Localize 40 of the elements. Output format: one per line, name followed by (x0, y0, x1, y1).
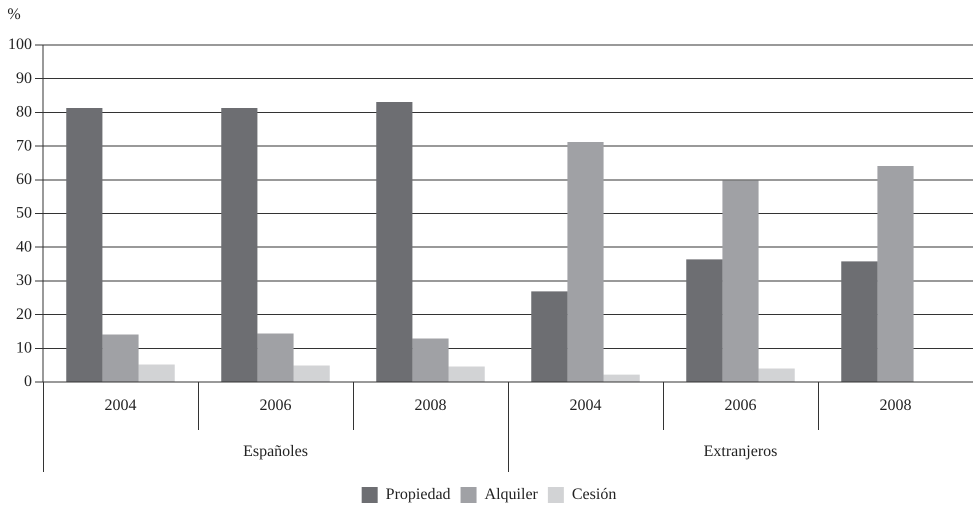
y-tick-label: 0 (24, 373, 32, 390)
bar (66, 108, 102, 382)
legend-label: Cesión (572, 486, 616, 504)
legend-label: Propiedad (386, 486, 451, 504)
bar (102, 334, 139, 382)
bar (221, 108, 258, 382)
y-tick-label: 50 (16, 204, 32, 222)
y-tick-label: 20 (16, 306, 32, 323)
bar (841, 261, 878, 382)
x-tick-label: 2006 (260, 396, 292, 414)
bar (448, 366, 485, 382)
text: Españoles (243, 443, 308, 460)
x-tick-label: 2004 (570, 396, 602, 414)
y-axis-title: % (7, 6, 21, 24)
x-tick-label: 2006 (724, 396, 756, 414)
bar (294, 365, 330, 382)
bar (138, 364, 175, 382)
y-tick-label: 100 (8, 36, 32, 54)
y-tick-label: 60 (16, 171, 32, 188)
bar (877, 166, 914, 382)
bar (758, 368, 795, 382)
bar (531, 291, 568, 382)
y-tick-label: 40 (16, 238, 32, 256)
bar (376, 102, 412, 382)
y-tick-label: 70 (16, 137, 32, 154)
legend-label: Alquiler (484, 486, 539, 504)
x-tick-label: 2008 (880, 396, 912, 414)
bar (686, 259, 722, 382)
x-tick-label: 2004 (104, 396, 136, 414)
bar (722, 180, 759, 382)
y-tick-label: 90 (16, 70, 32, 87)
y-tick-label: 10 (16, 340, 32, 357)
bar (604, 374, 640, 382)
x-tick-label: 2008 (414, 396, 446, 414)
text: Extranjeros (704, 443, 778, 460)
bar (412, 338, 449, 382)
bar (567, 142, 604, 382)
bar (257, 333, 294, 382)
y-tick-label: 30 (16, 272, 32, 290)
y-tick-label: 80 (16, 104, 32, 121)
